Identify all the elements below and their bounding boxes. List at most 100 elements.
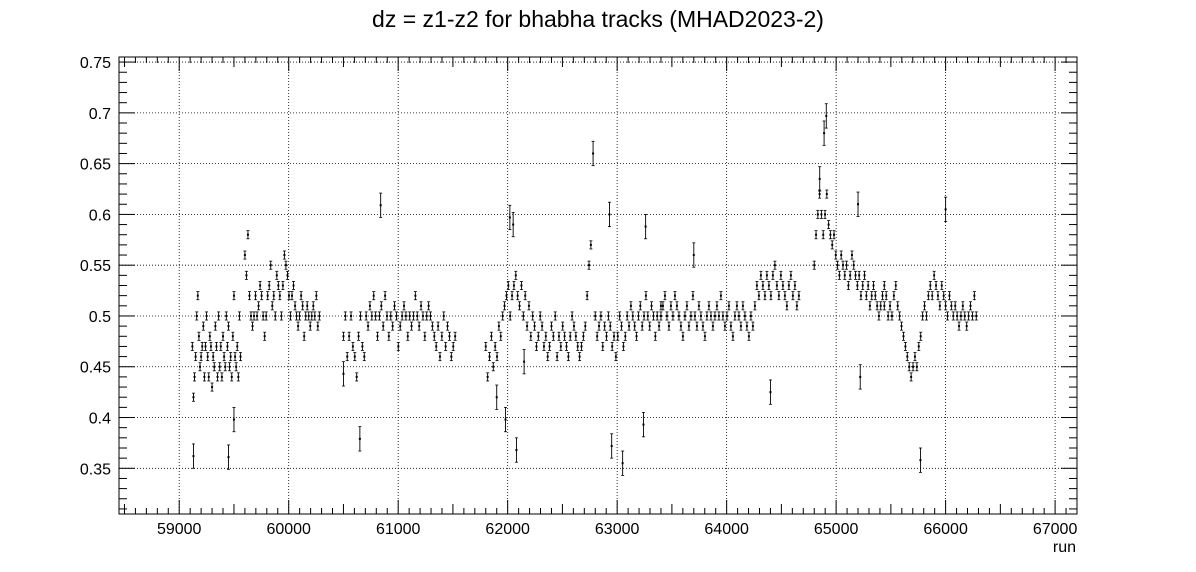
- marker: [841, 264, 844, 267]
- data-point: [787, 281, 791, 290]
- data-point: [587, 260, 591, 270]
- data-point: [427, 301, 431, 311]
- marker: [753, 304, 756, 307]
- marker: [292, 284, 295, 287]
- marker: [769, 294, 772, 297]
- marker: [616, 335, 619, 338]
- marker: [501, 314, 504, 317]
- data-point: [616, 331, 620, 341]
- marker: [854, 274, 857, 277]
- data-point: [398, 321, 402, 331]
- data-point: [548, 341, 552, 351]
- data-point: [783, 291, 787, 301]
- marker: [820, 213, 823, 216]
- data-point: [827, 220, 831, 230]
- data-point: [765, 270, 769, 280]
- marker: [705, 314, 708, 317]
- marker: [496, 355, 499, 358]
- data-point: [877, 311, 881, 321]
- marker: [877, 314, 880, 317]
- data-point: [258, 281, 262, 290]
- marker: [865, 294, 868, 297]
- data-point: [307, 311, 311, 321]
- data-point: [972, 291, 976, 301]
- marker: [202, 325, 205, 328]
- marker: [217, 314, 220, 317]
- data-point: [355, 372, 359, 382]
- marker: [256, 314, 259, 317]
- data-point: [246, 230, 250, 240]
- marker: [239, 355, 242, 358]
- marker: [631, 314, 634, 317]
- data-point: [497, 321, 501, 331]
- marker: [603, 325, 606, 328]
- marker: [537, 335, 540, 338]
- data-point: [254, 291, 258, 301]
- data-point: [919, 331, 923, 341]
- data-point: [855, 281, 859, 290]
- data-point: [341, 361, 345, 387]
- data-point: [247, 291, 251, 301]
- marker: [410, 325, 413, 328]
- marker: [429, 314, 432, 317]
- data-point: [610, 341, 614, 351]
- marker: [284, 264, 287, 267]
- data-point: [597, 321, 601, 331]
- data-point: [292, 281, 296, 290]
- marker: [626, 314, 629, 317]
- marker: [315, 294, 318, 297]
- marker: [589, 243, 592, 246]
- marker: [717, 314, 720, 317]
- data-point: [489, 331, 493, 341]
- marker: [358, 437, 361, 440]
- marker: [569, 335, 572, 338]
- data-point: [856, 191, 860, 217]
- marker: [859, 375, 862, 378]
- marker: [263, 335, 266, 338]
- marker: [262, 314, 265, 317]
- marker: [961, 304, 964, 307]
- data-point: [641, 412, 645, 438]
- data-point: [747, 331, 751, 341]
- marker: [834, 254, 837, 257]
- data-point: [870, 291, 874, 301]
- data-point: [411, 311, 415, 321]
- marker: [868, 304, 871, 307]
- data-point: [555, 352, 559, 362]
- data-point: [974, 311, 978, 321]
- data-point: [655, 311, 659, 321]
- marker: [384, 294, 387, 297]
- data-point: [389, 311, 393, 321]
- data-point: [854, 270, 858, 280]
- marker: [303, 335, 306, 338]
- marker: [735, 304, 738, 307]
- data-point: [488, 352, 492, 362]
- marker: [859, 294, 862, 297]
- marker: [237, 375, 240, 378]
- data-point: [408, 311, 412, 321]
- marker: [370, 314, 373, 317]
- marker: [234, 355, 237, 358]
- marker: [488, 355, 491, 358]
- data-point: [578, 352, 582, 362]
- marker: [743, 314, 746, 317]
- marker: [611, 345, 614, 348]
- marker: [685, 304, 688, 307]
- data-point: [879, 301, 883, 311]
- x-tick-label: 62000: [485, 521, 530, 538]
- data-point: [218, 362, 222, 372]
- data-point: [239, 352, 243, 362]
- marker: [224, 365, 227, 368]
- data-point: [257, 301, 261, 311]
- data-point: [601, 341, 605, 351]
- marker: [209, 345, 212, 348]
- data-point: [510, 291, 514, 301]
- marker: [749, 314, 752, 317]
- marker: [382, 325, 385, 328]
- marker: [193, 375, 196, 378]
- marker: [298, 314, 301, 317]
- marker: [635, 335, 638, 338]
- data-point: [903, 341, 907, 351]
- marker: [414, 294, 417, 297]
- marker: [944, 304, 947, 307]
